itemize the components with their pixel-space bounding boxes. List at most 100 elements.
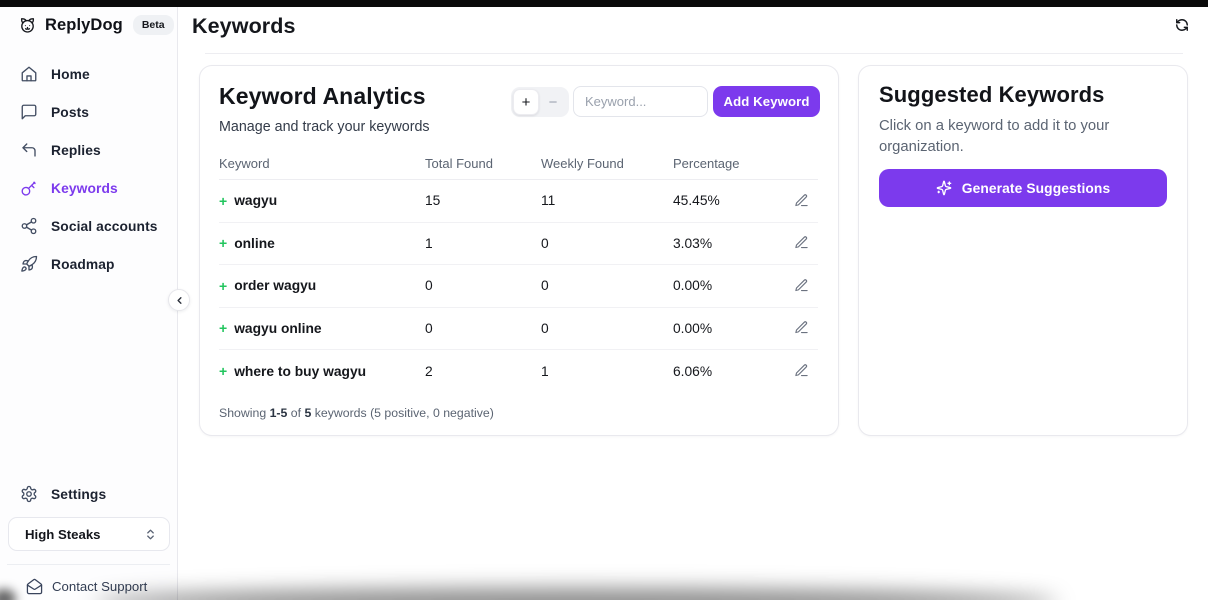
table-row[interactable]: + order wagyu 0 0 0.00%	[219, 265, 818, 308]
edit-keyword-button[interactable]	[794, 363, 810, 379]
column-header-weekly-found: Weekly Found	[541, 155, 624, 171]
analytics-subtitle: Manage and track your keywords	[219, 119, 430, 135]
keyword-input[interactable]	[573, 86, 708, 117]
positive-sign: +	[219, 363, 228, 380]
mail-icon	[26, 578, 43, 595]
refresh-button[interactable]	[1175, 18, 1191, 34]
chat-bubble-icon	[20, 103, 38, 121]
total-found-value: 2	[425, 363, 433, 379]
reply-arrow-icon	[20, 141, 38, 159]
keyword-analytics-card: Keyword Analytics Manage and track your …	[199, 65, 839, 436]
sign-toggle: + −	[511, 87, 569, 117]
sidebar-item-replies[interactable]: Replies	[0, 131, 177, 169]
keywords-table: Keyword Total Found Weekly Found Percent…	[219, 147, 818, 393]
sidebar-item-roadmap[interactable]: Roadmap	[0, 245, 177, 283]
app-name: ReplyDog	[45, 15, 123, 34]
sidebar-item-settings[interactable]: Settings	[0, 475, 177, 513]
total-found-value: 0	[425, 320, 433, 336]
total-value: 5	[304, 406, 312, 420]
add-keyword-button[interactable]: Add Keyword	[713, 86, 820, 117]
sidebar-nav: Home Posts Replies	[0, 55, 177, 283]
home-icon	[20, 65, 38, 83]
table-row[interactable]: + where to buy wagyu 2 1 6.06%	[219, 350, 818, 393]
contact-support-label: Contact Support	[52, 578, 148, 594]
weekly-found-value: 11	[541, 193, 556, 209]
sidebar-item-posts[interactable]: Posts	[0, 93, 177, 131]
sparkles-icon	[936, 180, 952, 196]
weekly-found-value: 1	[541, 363, 549, 379]
percentage-value: 6.06%	[673, 363, 713, 379]
keyword-name: online	[234, 235, 275, 251]
organization-name: High Steaks	[25, 526, 101, 542]
share-nodes-icon	[20, 217, 38, 235]
edit-keyword-button[interactable]	[794, 320, 810, 336]
sidebar-item-label: Settings	[51, 486, 107, 502]
sidebar-item-label: Home	[51, 66, 90, 82]
sidebar-item-social-accounts[interactable]: Social accounts	[0, 207, 177, 245]
sidebar-item-label: Replies	[51, 142, 101, 158]
edit-keyword-button[interactable]	[794, 193, 810, 209]
pencil-icon	[795, 194, 808, 206]
rocket-icon	[20, 255, 38, 273]
organization-selector[interactable]: High Steaks	[8, 517, 170, 551]
generate-suggestions-label: Generate Suggestions	[961, 180, 1111, 196]
negative-toggle-button[interactable]: −	[540, 89, 566, 115]
positive-sign: +	[219, 320, 228, 337]
keyword-name: wagyu online	[234, 320, 322, 336]
edit-keyword-button[interactable]	[794, 278, 810, 294]
gear-icon	[20, 485, 38, 503]
dog-logo-icon	[18, 16, 37, 35]
percentage-value: 3.03%	[673, 235, 713, 251]
sidebar-item-home[interactable]: Home	[0, 55, 177, 93]
sidebar-collapse-button[interactable]	[168, 289, 190, 311]
sidebar-divider	[7, 564, 170, 565]
table-row[interactable]: + wagyu 15 11 45.45%	[219, 180, 818, 223]
table-row[interactable]: + online 1 0 3.03%	[219, 223, 818, 265]
logo[interactable]: ReplyDog Beta	[18, 15, 174, 35]
total-found-value: 0	[425, 278, 433, 294]
positive-toggle-button[interactable]: +	[513, 89, 539, 115]
keyword-name: wagyu	[234, 193, 278, 209]
keyword-name: where to buy wagyu	[234, 363, 367, 379]
beta-badge: Beta	[132, 15, 174, 35]
chevron-left-icon	[176, 296, 182, 304]
column-header-percentage: Percentage	[673, 155, 740, 171]
total-found-value: 1	[425, 235, 433, 251]
refresh-icon	[1176, 19, 1188, 31]
weekly-found-value: 0	[541, 278, 549, 294]
percentage-value: 0.00%	[673, 320, 713, 336]
sidebar-item-keywords[interactable]: Keywords	[0, 169, 177, 207]
pencil-icon	[795, 364, 808, 377]
sidebar-item-label: Social accounts	[51, 218, 158, 234]
weekly-found-value: 0	[541, 320, 549, 336]
table-summary: Showing 1-5 of 5 keywords (5 positive, 0…	[219, 406, 494, 420]
range-value: 1-5	[269, 406, 288, 420]
suggested-keywords-card: Suggested Keywords Click on a keyword to…	[858, 65, 1188, 436]
pencil-icon	[795, 279, 808, 291]
table-row[interactable]: + wagyu online 0 0 0.00%	[219, 308, 818, 350]
pencil-icon	[795, 236, 808, 249]
suggested-title: Suggested Keywords	[879, 82, 1105, 107]
analytics-title: Keyword Analytics	[219, 83, 426, 109]
positive-sign: +	[219, 192, 228, 209]
suggested-subtitle: Click on a keyword to add it to your org…	[879, 118, 1110, 155]
percentage-value: 0.00%	[673, 278, 713, 294]
contact-support-link[interactable]: Contact Support	[0, 572, 177, 600]
positive-sign: +	[219, 277, 228, 294]
generate-suggestions-button[interactable]: Generate Suggestions	[879, 169, 1167, 207]
keyword-name: order wagyu	[234, 278, 317, 294]
column-header-keyword: Keyword	[219, 155, 270, 171]
sidebar-item-label: Roadmap	[51, 256, 115, 272]
page-title: Keywords	[192, 14, 296, 38]
positive-sign: +	[219, 235, 228, 252]
key-icon	[20, 179, 38, 197]
edit-keyword-button[interactable]	[794, 235, 810, 251]
total-found-value: 15	[425, 193, 441, 209]
header-divider	[205, 53, 1183, 54]
table-header-row: Keyword Total Found Weekly Found Percent…	[219, 147, 818, 180]
column-header-total-found: Total Found	[425, 155, 493, 171]
percentage-value: 45.45%	[673, 193, 720, 209]
bottom-edge-shadow	[95, 589, 1058, 600]
weekly-found-value: 0	[541, 235, 549, 251]
